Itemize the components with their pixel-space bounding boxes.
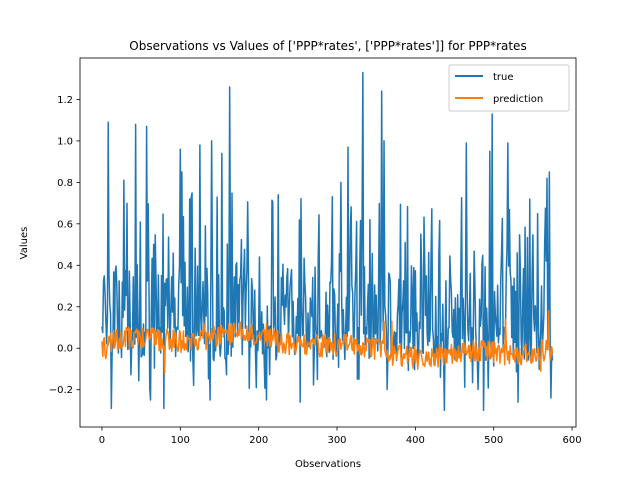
series-line-prediction xyxy=(101,310,554,374)
x-tick-label: 600 xyxy=(563,435,582,446)
y-tick-label: 0.0 xyxy=(57,344,73,355)
y-tick-label: 0.6 xyxy=(57,219,73,230)
series-line-true xyxy=(101,71,554,412)
x-axis-ticks: 0 100 200 300 400 500 600 xyxy=(99,427,582,446)
y-axis-label: Values xyxy=(19,227,30,260)
x-tick-label: 500 xyxy=(484,435,503,446)
y-tick-label: −0.2 xyxy=(49,385,73,396)
legend-prediction-label: prediction xyxy=(493,94,543,105)
x-tick-label: 100 xyxy=(171,435,190,446)
legend-true-label: true xyxy=(493,72,514,83)
chart-title: Observations vs Values of ['PPP*rates', … xyxy=(129,39,526,53)
y-tick-label: 1.0 xyxy=(57,136,73,147)
y-tick-label: 0.8 xyxy=(57,178,73,189)
y-axis-ticks: −0.2 0.0 0.2 0.4 0.6 0.8 1.0 1.2 xyxy=(49,95,80,396)
x-tick-label: 200 xyxy=(249,435,268,446)
x-tick-label: 300 xyxy=(327,435,346,446)
x-tick-label: 0 xyxy=(99,435,105,446)
y-tick-label: 0.2 xyxy=(57,302,73,313)
legend: true prediction xyxy=(448,64,570,112)
series-lines xyxy=(101,71,554,412)
x-tick-label: 400 xyxy=(406,435,425,446)
plot-area-frame xyxy=(79,57,577,428)
y-tick-label: 0.4 xyxy=(57,261,73,272)
x-axis-label: Observations xyxy=(295,459,361,470)
y-tick-label: 1.2 xyxy=(57,95,73,106)
